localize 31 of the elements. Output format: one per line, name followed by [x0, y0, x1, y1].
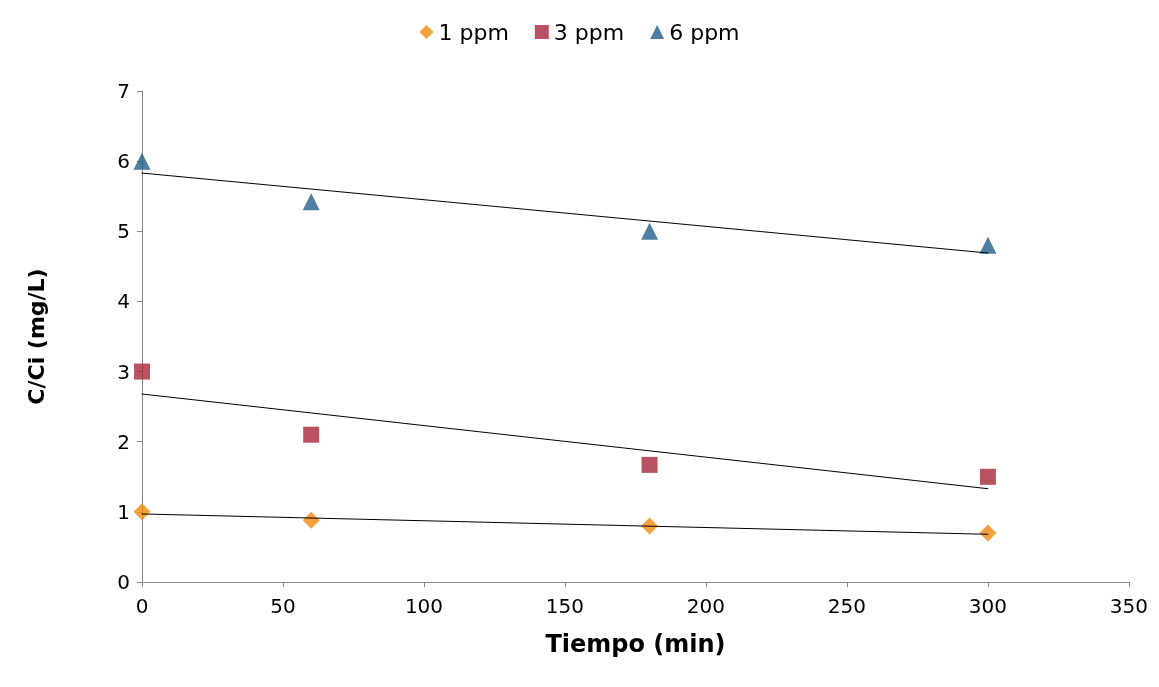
x-tick-label: 150 [545, 594, 585, 618]
point [979, 236, 997, 254]
legend-label: 3 ppm [553, 19, 625, 45]
y-tick-label: 7 [117, 79, 130, 103]
point [641, 222, 659, 240]
y-tick-label: 2 [117, 429, 130, 454]
y-tick-label: 6 [117, 149, 130, 174]
point [979, 524, 997, 542]
point [133, 152, 151, 170]
x-tick-label: 100 [404, 594, 444, 618]
y-tick-label: 1 [117, 499, 130, 524]
x-tick-label: 300 [968, 594, 1008, 618]
point [979, 468, 996, 485]
y-tick-label: 0 [117, 570, 130, 594]
y-axis-title: C/Ci (mg/L) [23, 268, 49, 405]
point [302, 193, 320, 211]
y-tick-label: 4 [117, 289, 130, 314]
x-tick-label: 0 [135, 594, 149, 618]
point [641, 456, 658, 473]
x-tick-label: 350 [1109, 594, 1149, 618]
legend-label: 1 ppm [438, 19, 509, 45]
x-tick-label: 200 [686, 594, 726, 618]
x-tick-label: 250 [827, 594, 867, 618]
y-tick-label: 5 [117, 219, 130, 244]
legend-label: 6 ppm [669, 19, 740, 45]
point [303, 426, 320, 443]
x-axis-title: Tiempo (min) [545, 630, 726, 658]
point [133, 503, 151, 521]
point [134, 363, 150, 380]
y-tick-label: 3 [117, 359, 130, 384]
x-tick-label: 50 [270, 594, 296, 618]
